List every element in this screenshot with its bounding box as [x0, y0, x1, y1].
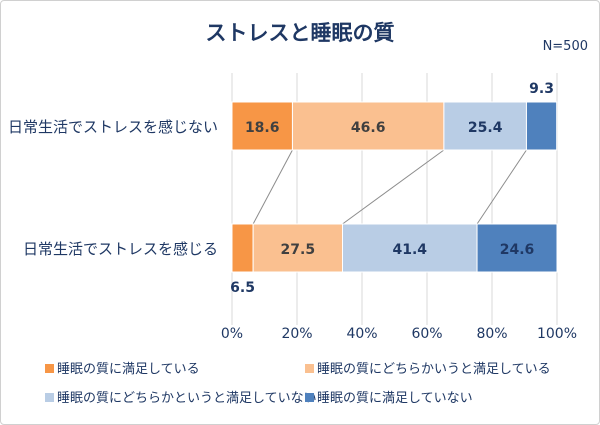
- data-label: 18.6: [245, 120, 280, 136]
- series-connector-line: [342, 149, 445, 225]
- series-connector-line: [476, 149, 527, 225]
- category-label: 日常生活でストレスを感じる: [23, 240, 218, 258]
- data-label: 25.4: [468, 120, 503, 136]
- legend-swatch: [45, 364, 54, 373]
- x-tick-label: 100%: [537, 326, 577, 342]
- legend-swatch: [305, 393, 314, 402]
- bar-segment: [443, 101, 527, 151]
- legend-label: 睡眠の質にどちらかいうと満足している: [317, 362, 551, 377]
- chart-title: ストレスと睡眠の質: [206, 21, 395, 45]
- legend-swatch: [45, 393, 54, 402]
- x-tick-label: 60%: [411, 326, 442, 342]
- bar-segment: [525, 101, 558, 151]
- x-tick-label: 0%: [221, 326, 243, 342]
- bar-segment: [252, 223, 343, 273]
- legend-label: 睡眠の質に満足している: [57, 362, 200, 377]
- bar-segment: [476, 223, 558, 273]
- data-label: 27.5: [281, 242, 316, 258]
- data-label: 46.6: [351, 120, 386, 136]
- sample-size-note: N=500: [543, 39, 588, 54]
- bar-segment: [231, 223, 254, 273]
- data-label: 41.4: [393, 242, 428, 258]
- data-label: 6.5: [230, 280, 255, 296]
- x-tick-label: 80%: [476, 326, 507, 342]
- legend-label: 睡眠の質に満足していない: [317, 391, 473, 406]
- legend-swatch: [305, 364, 314, 373]
- x-tick-label: 20%: [281, 326, 312, 342]
- data-label: 24.6: [500, 242, 535, 258]
- series-connector-line: [252, 149, 293, 225]
- bar-segment: [342, 223, 478, 273]
- data-label: 9.3: [529, 81, 554, 97]
- x-tick-label: 40%: [346, 326, 377, 342]
- legend-label: 睡眠の質にどちらかというと満足していない: [57, 391, 317, 406]
- category-label: 日常生活でストレスを感じない: [8, 118, 218, 136]
